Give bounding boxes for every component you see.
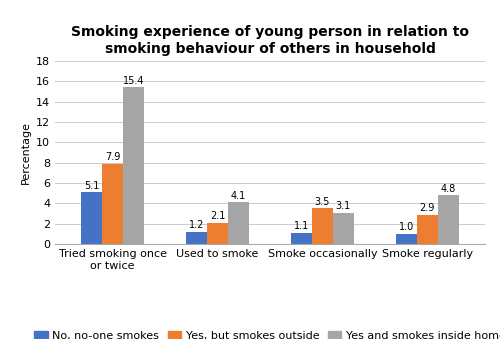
Text: 1.2: 1.2 [189, 220, 204, 231]
Bar [438, 195, 459, 244]
Bar [333, 213, 354, 244]
Text: 2.9: 2.9 [420, 203, 435, 213]
Title: Smoking experience of young person in relation to
smoking behaviour of others in: Smoking experience of young person in re… [71, 25, 469, 56]
Bar [396, 234, 417, 244]
Text: 5.1: 5.1 [84, 181, 100, 191]
Legend: No, no-one smokes, Yes, but smokes outside, Yes and smokes inside home: No, no-one smokes, Yes, but smokes outsi… [30, 326, 500, 339]
Text: 4.1: 4.1 [231, 191, 246, 201]
Text: 4.8: 4.8 [440, 184, 456, 194]
Bar [123, 87, 144, 244]
Bar [102, 164, 123, 244]
Text: 7.9: 7.9 [105, 152, 120, 162]
Text: 1.0: 1.0 [398, 222, 414, 233]
Bar [228, 202, 249, 244]
Y-axis label: Percentage: Percentage [20, 121, 30, 184]
Bar [81, 192, 102, 244]
Bar [417, 215, 438, 244]
Text: 3.1: 3.1 [336, 201, 351, 211]
Text: 1.1: 1.1 [294, 221, 309, 231]
Text: 2.1: 2.1 [210, 211, 225, 221]
Bar [207, 223, 228, 244]
Bar [291, 233, 312, 244]
Text: 15.4: 15.4 [123, 76, 144, 86]
Text: 3.5: 3.5 [315, 197, 330, 207]
Bar [186, 232, 207, 244]
Bar [312, 208, 333, 244]
